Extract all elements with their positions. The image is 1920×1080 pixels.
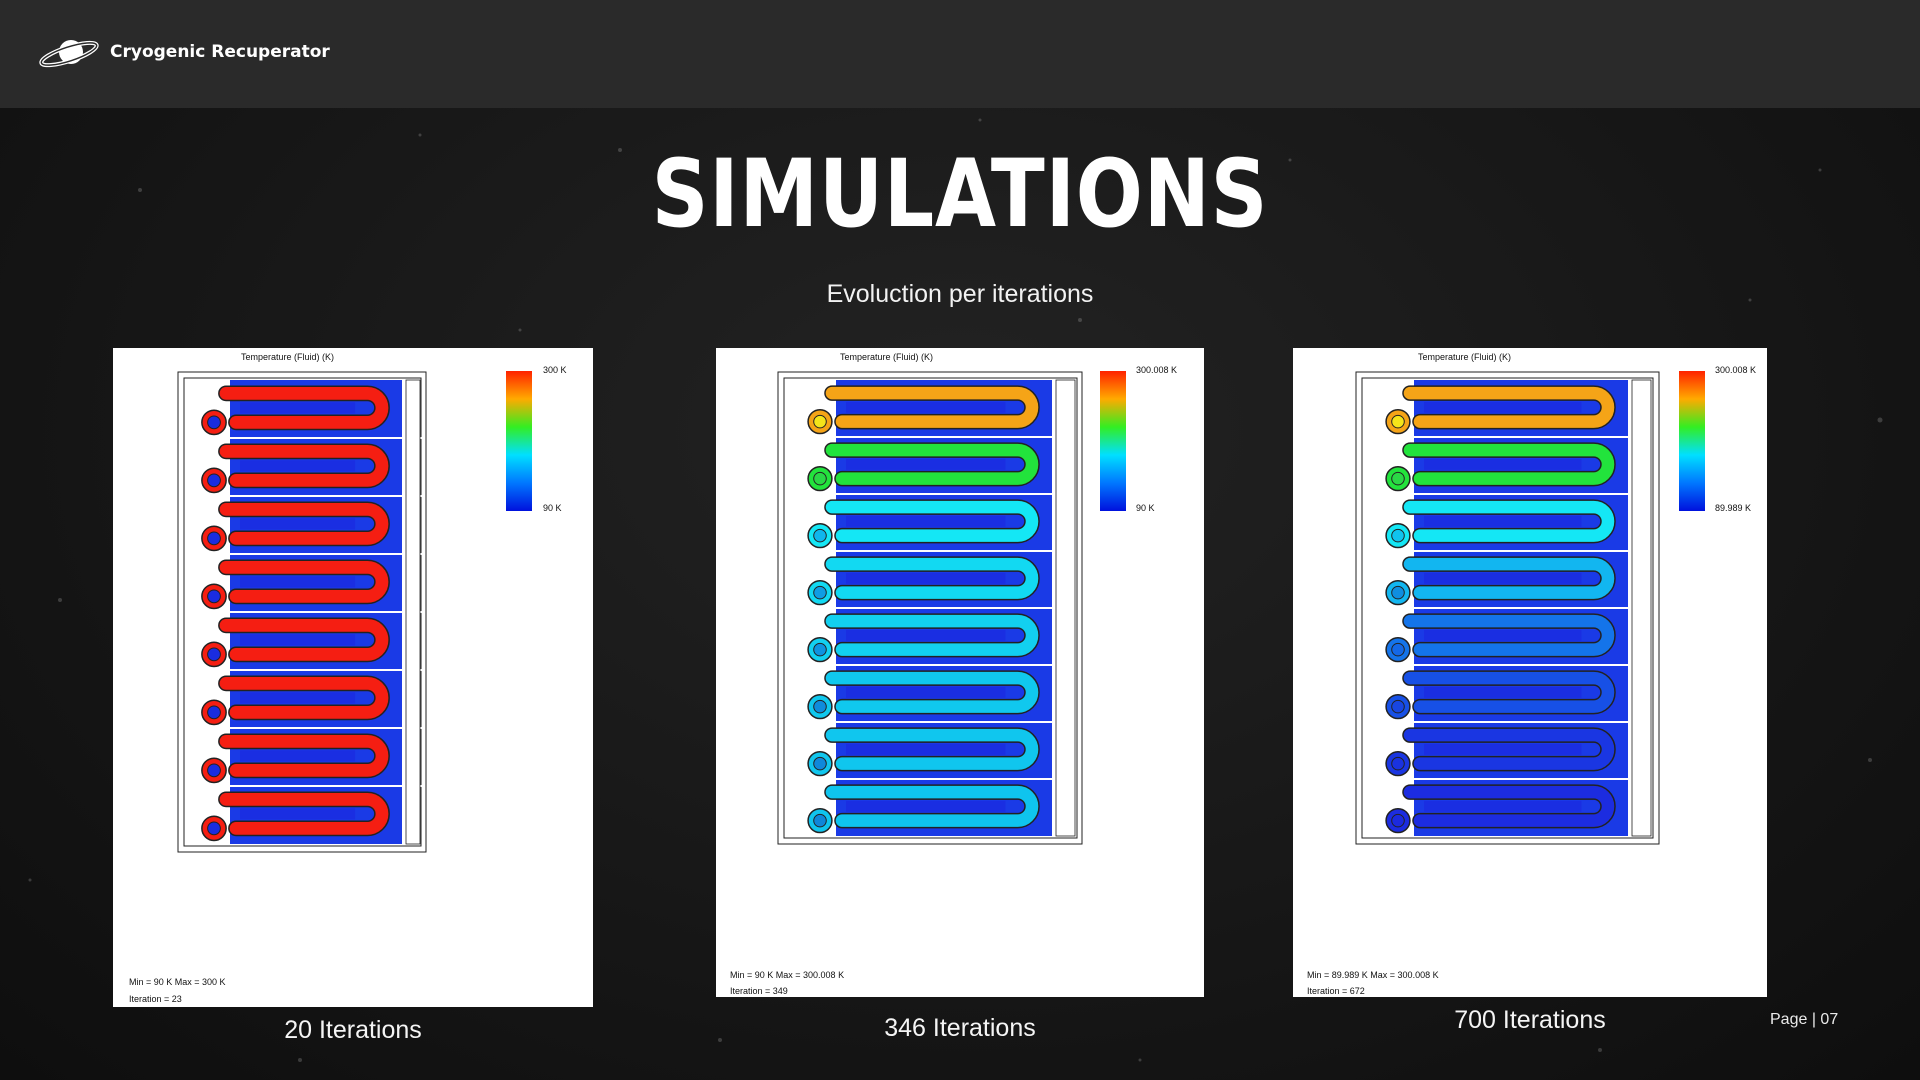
min-max-label: Min = 89.989 K Max = 300.008 K bbox=[1307, 970, 1439, 980]
page-title: SIMULATIONS bbox=[651, 140, 1269, 249]
min-max-label: Min = 90 K Max = 300 K bbox=[129, 977, 226, 987]
iteration-label: Iteration = 672 bbox=[1307, 986, 1365, 996]
planet-icon bbox=[39, 40, 99, 68]
scale-max-label: 300.008 K bbox=[1136, 365, 1177, 375]
iteration-label: Iteration = 23 bbox=[129, 994, 182, 1004]
panel-caption: 346 Iterations bbox=[884, 1014, 1036, 1042]
simulation-panel-20: Temperature (Fluid) (K) 300 K 90 K Min =… bbox=[113, 348, 593, 1007]
simulation-panel-700: Temperature (Fluid) (K) 300.008 K 89.989… bbox=[1293, 348, 1767, 997]
scale-min-label: 90 K bbox=[1136, 503, 1155, 513]
scale-min-label: 89.989 K bbox=[1715, 503, 1751, 513]
page-subtitle: Evoluction per iterations bbox=[826, 280, 1094, 308]
temperature-plot: Temperature (Fluid) (K) 300.008 K 90 K M… bbox=[730, 352, 1177, 996]
scale-min-label: 90 K bbox=[543, 503, 562, 513]
scale-max-label: 300.008 K bbox=[1715, 365, 1756, 375]
panel-caption: 20 Iterations bbox=[284, 1016, 422, 1044]
simulation-panel-346: Temperature (Fluid) (K) 300.008 K 90 K M… bbox=[716, 348, 1204, 997]
temperature-plot: Temperature (Fluid) (K) 300.008 K 89.989… bbox=[1307, 352, 1756, 996]
brand-name: Cryogenic Recuperator bbox=[110, 42, 330, 62]
panel-caption: 700 Iterations bbox=[1454, 1006, 1606, 1034]
header-bar: Cryogenic Recuperator bbox=[0, 0, 1920, 108]
temperature-plot: Temperature (Fluid) (K) 300 K 90 K Min =… bbox=[129, 352, 567, 1004]
plot-title: Temperature (Fluid) (K) bbox=[840, 352, 933, 362]
plot-title: Temperature (Fluid) (K) bbox=[1418, 352, 1511, 362]
brand[interactable]: Cryogenic Recuperator bbox=[38, 30, 330, 74]
iteration-label: Iteration = 349 bbox=[730, 986, 788, 996]
plot-title: Temperature (Fluid) (K) bbox=[241, 352, 334, 362]
page-number: Page | 07 bbox=[1770, 1011, 1839, 1028]
scale-max-label: 300 K bbox=[543, 365, 567, 375]
min-max-label: Min = 90 K Max = 300.008 K bbox=[730, 970, 844, 980]
